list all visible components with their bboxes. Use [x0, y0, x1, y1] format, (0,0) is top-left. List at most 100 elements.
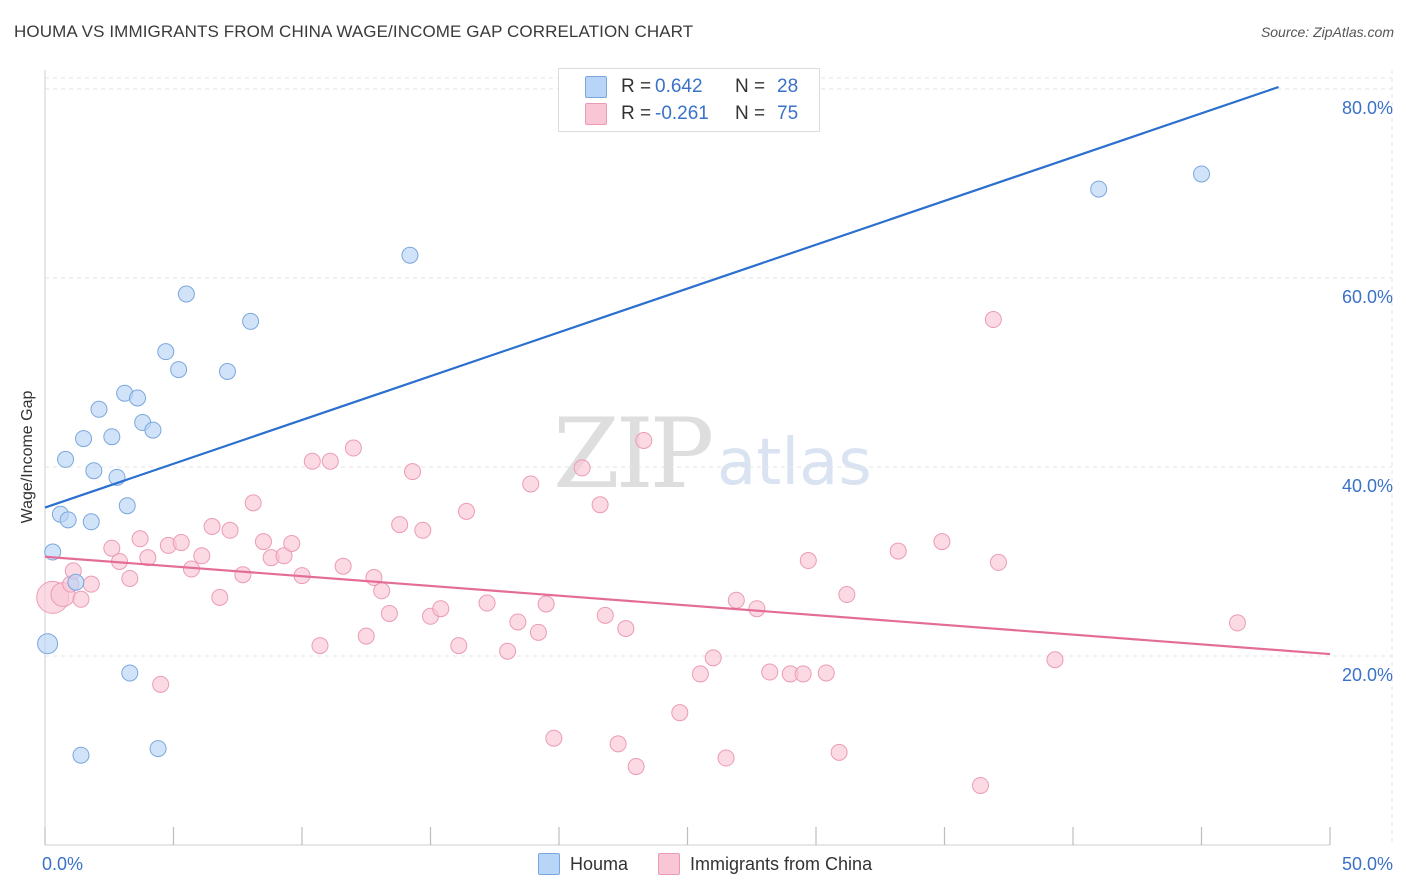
- china-point-10: [139, 549, 157, 567]
- grid-lines: [45, 70, 1393, 845]
- china-r-label: R =: [621, 103, 652, 124]
- legend-item-china[interactable]: Immigrants from China: [658, 853, 872, 875]
- houma-point-24: [242, 312, 260, 330]
- houma-point-23: [218, 362, 236, 380]
- houma-points: [37, 165, 1210, 764]
- source-label: Source: ZipAtlas.com: [1260, 24, 1394, 40]
- china-point-45: [522, 475, 540, 493]
- china-point-56: [671, 704, 689, 722]
- china-point-61: [748, 600, 766, 618]
- watermark-atlas: atlas: [717, 426, 872, 500]
- china-point-34: [380, 604, 398, 622]
- houma-point-25: [401, 246, 419, 264]
- china-point-60: [727, 591, 745, 609]
- china-point-30: [344, 439, 362, 457]
- china-point-70: [933, 533, 951, 551]
- china-point-29: [334, 557, 352, 575]
- china-point-36: [404, 463, 422, 481]
- china-point-66: [817, 664, 835, 682]
- china-point-18: [221, 521, 239, 539]
- trend-lines: [44, 85, 1331, 656]
- x-tick-label-max: 50.0%: [1342, 854, 1393, 874]
- china-point-27: [311, 637, 329, 655]
- houma-n-value: 28: [777, 76, 799, 97]
- china-point-17: [211, 588, 229, 606]
- china-point-75: [1228, 614, 1246, 632]
- china-points: [36, 311, 1246, 794]
- china-point-6: [103, 539, 121, 557]
- y-axis-label: Wage/Income Gap: [19, 390, 36, 524]
- china-point-46: [529, 623, 547, 641]
- china-point-31: [357, 627, 375, 645]
- china-point-67: [830, 743, 848, 761]
- china-point-51: [596, 606, 614, 624]
- china-point-8: [121, 569, 139, 587]
- china-point-58: [704, 649, 722, 667]
- houma-point-26: [1090, 180, 1108, 198]
- china-point-28: [321, 452, 339, 470]
- china-point-41: [457, 502, 475, 520]
- china-point-37: [414, 521, 432, 539]
- china-point-43: [499, 642, 517, 660]
- houma-point-18: [144, 421, 162, 439]
- houma-r-value: 0.642: [655, 76, 703, 97]
- houma-point-19: [149, 740, 167, 758]
- series-legend: Houma Immigrants from China: [538, 852, 902, 876]
- houma-point-27: [1193, 165, 1210, 183]
- houma-swatch: [585, 76, 607, 98]
- china-legend-label: Immigrants from China: [690, 853, 873, 874]
- watermark-zip: ZIP: [553, 398, 714, 510]
- houma-n-label: N =: [735, 76, 766, 97]
- china-point-19: [234, 566, 252, 584]
- y-tick-label-80: 80.0%: [1342, 98, 1393, 118]
- houma-point-6: [72, 746, 90, 764]
- houma-legend-swatch: [538, 853, 560, 875]
- china-point-54: [627, 758, 645, 776]
- china-n-value: 75: [777, 103, 799, 124]
- china-point-5: [82, 575, 100, 593]
- china-point-9: [131, 530, 149, 548]
- y-tick-label-60: 60.0%: [1342, 287, 1393, 307]
- houma-point-21: [170, 361, 188, 379]
- y-tick-label-20: 20.0%: [1342, 665, 1393, 685]
- china-point-50: [591, 496, 609, 514]
- houma-point-5: [67, 573, 85, 591]
- china-swatch: [585, 103, 607, 125]
- houma-point-16: [129, 389, 147, 407]
- china-point-44: [509, 613, 527, 631]
- houma-r-label: R =: [621, 76, 652, 97]
- china-point-4: [72, 590, 90, 608]
- houma-point-3: [57, 450, 75, 468]
- houma-point-22: [177, 285, 195, 303]
- china-point-71: [971, 776, 989, 794]
- correlation-legend: R = 0.642 N = 28 R = -0.261 N = 75: [558, 68, 820, 132]
- china-point-47: [537, 595, 555, 613]
- china-point-39: [432, 600, 450, 618]
- china-point-24: [283, 535, 301, 553]
- china-n-label: N =: [735, 103, 766, 124]
- china-point-57: [691, 665, 709, 683]
- china-trend-line: [44, 555, 1331, 656]
- china-point-68: [838, 586, 856, 604]
- legend-item-houma[interactable]: Houma: [538, 853, 628, 875]
- legend-row-china: R = -0.261 N = 75: [585, 102, 798, 126]
- china-point-40: [450, 637, 468, 655]
- axes: [44, 70, 1331, 846]
- china-r-value: -0.261: [655, 103, 709, 124]
- houma-point-15: [121, 664, 139, 682]
- china-point-53: [617, 620, 635, 638]
- x-tick-label-min: 0.0%: [42, 854, 83, 874]
- china-point-20: [244, 494, 262, 512]
- china-point-65: [799, 552, 817, 570]
- y-tick-label-40: 40.0%: [1342, 476, 1393, 496]
- china-point-16: [203, 517, 221, 535]
- houma-trend-line: [44, 85, 1279, 509]
- houma-point-8: [82, 513, 100, 531]
- china-point-42: [478, 594, 496, 612]
- china-point-62: [761, 663, 779, 681]
- houma-point-4: [59, 511, 77, 529]
- china-point-48: [545, 729, 563, 747]
- houma-point-9: [85, 462, 103, 480]
- china-point-13: [172, 534, 190, 552]
